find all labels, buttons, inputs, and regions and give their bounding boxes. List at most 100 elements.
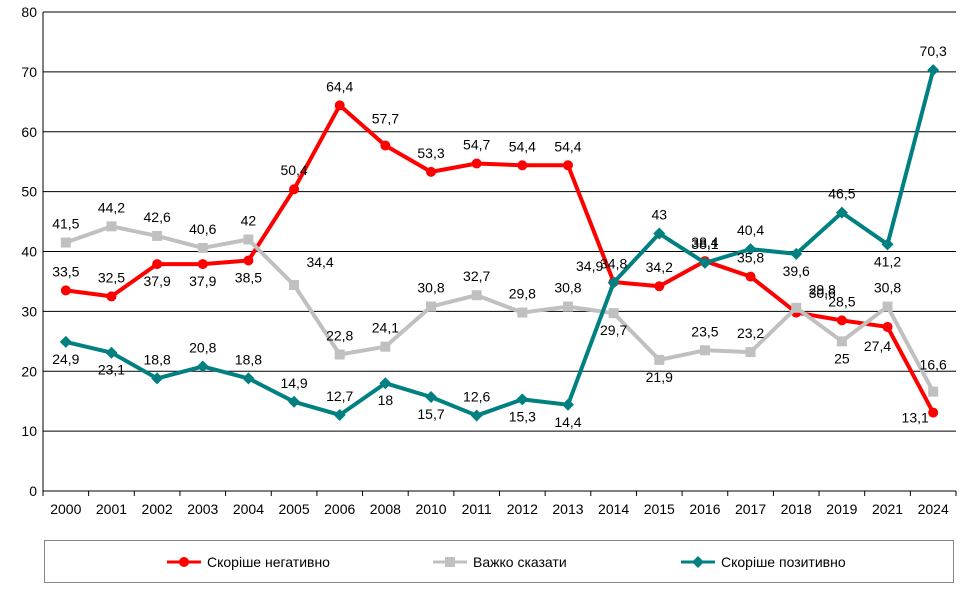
data-label-hard-to-say: 41,5	[52, 216, 79, 232]
data-point-negative	[471, 158, 482, 169]
data-label-negative: 54,4	[509, 138, 536, 154]
data-label-negative: 13,1	[902, 410, 929, 426]
data-label-hard-to-say: 44,2	[98, 199, 125, 215]
legend: Скоріше негативно Важко сказати Скоріше …	[44, 540, 954, 583]
data-label-hard-to-say: 34,4	[306, 254, 333, 270]
y-tick-label: 40	[21, 244, 37, 260]
x-tick-label: 2003	[187, 501, 218, 517]
data-point-positive	[242, 372, 255, 385]
y-tick-label: 10	[21, 423, 37, 439]
data-point-hard-to-say	[562, 301, 573, 312]
data-label-hard-to-say: 16,6	[920, 357, 947, 373]
data-label-positive: 46,5	[828, 186, 855, 202]
data-label-hard-to-say: 42	[241, 213, 257, 229]
data-label-positive: 43	[651, 207, 667, 223]
data-point-hard-to-say	[699, 345, 710, 356]
x-tick-label: 2006	[324, 501, 355, 517]
x-tick-label: 2005	[278, 501, 309, 517]
data-label-negative: 38,4	[691, 234, 718, 250]
y-tick-label: 80	[21, 4, 37, 20]
data-point-negative	[562, 160, 573, 171]
data-point-hard-to-say	[334, 349, 345, 360]
data-point-negative	[243, 255, 254, 266]
data-label-negative: 29,8	[809, 282, 836, 298]
data-point-hard-to-say	[471, 290, 482, 301]
data-label-hard-to-say: 30,8	[417, 280, 444, 296]
data-label-hard-to-say: 24,1	[372, 320, 399, 336]
data-point-hard-to-say	[836, 336, 847, 347]
x-tick-label: 2024	[918, 501, 949, 517]
data-point-hard-to-say	[197, 242, 208, 253]
series-line-negative	[65, 103, 935, 414]
data-label-hard-to-say: 30,8	[874, 280, 901, 296]
data-point-positive	[561, 398, 574, 411]
data-point-positive	[653, 227, 666, 240]
data-point-positive	[881, 238, 894, 251]
data-point-hard-to-say	[380, 341, 391, 352]
data-label-negative: 34,9	[576, 258, 603, 274]
data-label-hard-to-say: 22,8	[326, 327, 353, 343]
data-label-positive: 18,8	[235, 351, 262, 367]
x-tick-label: 2017	[735, 501, 766, 517]
series-line-hard-to-say	[65, 224, 935, 393]
data-label-positive: 18,8	[144, 351, 171, 367]
data-point-hard-to-say	[791, 302, 802, 313]
data-point-positive	[607, 276, 620, 289]
legend-item-hard-to-say: Важко сказати	[431, 541, 567, 582]
data-label-hard-to-say: 29,8	[509, 286, 536, 302]
data-point-negative	[654, 281, 665, 292]
data-point-hard-to-say	[426, 301, 437, 312]
data-label-negative: 27,4	[864, 338, 891, 354]
data-point-negative	[197, 259, 208, 270]
data-point-hard-to-say	[928, 386, 939, 397]
y-tick-label: 20	[21, 363, 37, 379]
data-point-negative	[60, 285, 71, 296]
x-tick-label: 2001	[96, 501, 127, 517]
legend-marker-negative	[167, 556, 201, 567]
data-point-positive	[425, 390, 438, 403]
data-label-positive: 24,9	[52, 351, 79, 367]
data-label-negative: 53,3	[417, 145, 444, 161]
x-tick-label: 2010	[415, 501, 446, 517]
legend-item-negative: Скоріше негативно	[165, 541, 330, 582]
data-point-positive	[288, 395, 301, 408]
data-point-positive	[379, 377, 392, 390]
data-label-hard-to-say: 29,7	[600, 322, 627, 338]
data-point-negative	[517, 160, 528, 171]
data-label-negative: 37,9	[144, 273, 171, 289]
data-point-hard-to-say	[106, 221, 117, 232]
data-point-positive	[59, 335, 72, 348]
legend-label-hard-to-say: Важко сказати	[473, 553, 567, 570]
data-point-positive	[790, 247, 803, 260]
data-label-hard-to-say: 42,6	[144, 209, 171, 225]
data-label-negative: 38,5	[235, 269, 262, 285]
y-tick-label: 0	[29, 483, 37, 499]
data-point-negative	[928, 407, 939, 418]
data-label-positive: 41,2	[874, 253, 901, 269]
data-label-hard-to-say: 30,8	[554, 280, 581, 296]
data-label-positive: 40,4	[737, 222, 764, 238]
data-label-hard-to-say: 32,7	[463, 268, 490, 284]
data-point-negative	[426, 166, 437, 177]
data-point-negative	[289, 184, 300, 195]
x-tick-label: 2008	[370, 501, 401, 517]
data-point-hard-to-say	[882, 301, 893, 312]
data-label-positive: 12,7	[326, 388, 353, 404]
data-point-positive	[927, 64, 940, 77]
legend-marker-hard-to-say	[433, 556, 467, 567]
data-label-positive: 23,1	[98, 362, 125, 378]
legend-label-negative: Скоріше негативно	[207, 553, 330, 570]
data-point-negative	[745, 271, 756, 282]
data-label-negative: 32,5	[98, 269, 125, 285]
data-label-hard-to-say: 23,5	[691, 323, 718, 339]
x-tick-label: 2021	[872, 501, 903, 517]
x-tick-label: 2016	[689, 501, 720, 517]
y-tick-label: 50	[21, 184, 37, 200]
data-label-positive: 12,6	[463, 389, 490, 405]
legend-marker-positive	[681, 555, 715, 568]
data-label-hard-to-say: 40,6	[189, 221, 216, 237]
data-label-negative: 54,7	[463, 136, 490, 152]
data-point-positive	[151, 372, 164, 385]
y-tick-label: 60	[21, 124, 37, 140]
